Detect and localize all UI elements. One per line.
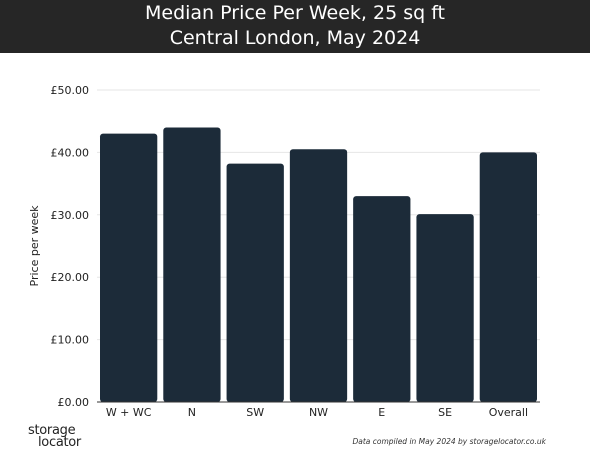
x-tick-label: Overall (489, 406, 528, 419)
storage-locator-logo: storage locator (28, 424, 118, 454)
y-tick-label: £10.00 (51, 334, 90, 347)
y-tick-label: £20.00 (51, 271, 90, 284)
x-tick-label: NW (309, 406, 328, 419)
x-tick-label: N (188, 406, 196, 419)
x-tick-label: W + WC (106, 406, 152, 419)
x-tick-label: SE (438, 406, 452, 419)
x-tick-label: SW (246, 406, 264, 419)
bar-nw (289, 149, 348, 402)
logo-text-storage: storage (28, 423, 76, 438)
bars (100, 127, 537, 402)
chart-subtitle: Central London, May 2024 (169, 27, 421, 49)
source-note: Data compiled in May 2024 by storageloca… (352, 437, 546, 446)
y-tick-label: £50.00 (51, 84, 90, 97)
x-tick-label: E (378, 406, 385, 419)
bar-n (163, 127, 221, 402)
chart-header: Median Price Per Week, 25 sq ft Central … (0, 0, 590, 53)
y-axis-label: Price per week (28, 205, 41, 287)
bar-w-wc (100, 133, 158, 402)
logo-text-locator: locator (38, 435, 81, 450)
bar-e (353, 196, 411, 402)
x-axis-ticks: W + WC N SW NW E SE Overall (106, 406, 528, 419)
chart-title: Median Price Per Week, 25 sq ft (144, 2, 445, 24)
y-tick-label: £30.00 (51, 209, 90, 222)
bar-overall (479, 152, 537, 402)
y-tick-label: £40.00 (51, 146, 90, 159)
bar-sw (226, 163, 284, 402)
y-tick-label: £0.00 (58, 396, 90, 409)
bar-se (416, 214, 474, 402)
y-axis-ticks: £0.00 £10.00 £20.00 £30.00 £40.00 £50.00 (51, 84, 90, 409)
